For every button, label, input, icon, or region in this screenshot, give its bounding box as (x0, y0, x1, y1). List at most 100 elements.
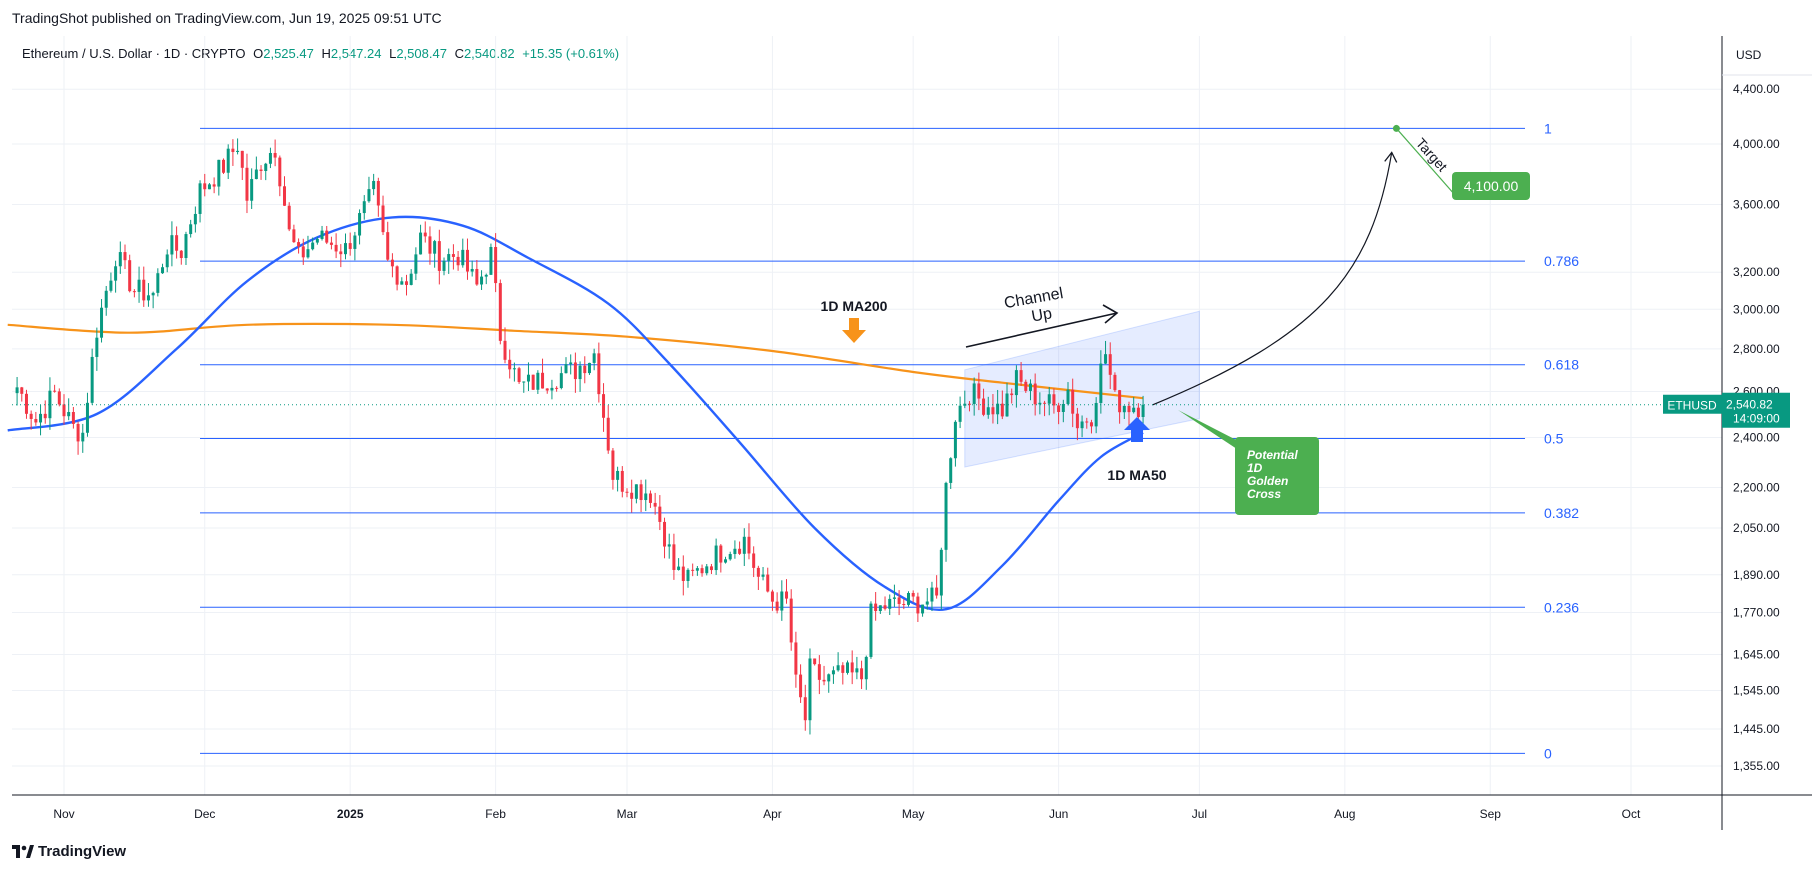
candle-body (709, 566, 713, 571)
published-header: TradingShot published on TradingView.com… (12, 10, 442, 26)
candle-body (878, 605, 882, 612)
candle-body (433, 241, 437, 254)
candle-body (611, 450, 615, 480)
candle-body (803, 697, 807, 721)
candle-body (306, 249, 310, 258)
symbol-title[interactable]: Ethereum / U.S. Dollar · 1D · CRYPTO (22, 46, 246, 61)
candle-body (991, 407, 995, 415)
candle-body (517, 368, 521, 383)
candle-body (386, 232, 390, 260)
candle-body (1061, 403, 1065, 412)
candle-body (226, 148, 230, 173)
candle-body (193, 213, 197, 225)
candle-body (475, 268, 479, 285)
candle-body (104, 290, 108, 308)
time-tick-label: Jun (1049, 807, 1068, 821)
candle-body (311, 242, 315, 250)
tradingview-logo[interactable]: TradingView (12, 843, 126, 860)
candle-body (339, 251, 343, 255)
ma200-label: 1D MA200 (821, 298, 888, 314)
candle-body (902, 604, 906, 606)
candle-body (620, 470, 624, 492)
fibonacci-retracement[interactable]: 1 0.786 0.618 0.5 0.382 0.236 0 (200, 120, 1579, 761)
time-tick-label: 2025 (337, 807, 364, 821)
candle-body (644, 493, 648, 501)
price-tick-label: 3,200.00 (1733, 265, 1780, 279)
candle-body (672, 544, 676, 570)
candle-body (982, 398, 986, 415)
time-tick-label: Mar (617, 807, 638, 821)
candle-body (400, 281, 404, 285)
candle-body (470, 268, 474, 272)
candle-body (175, 235, 179, 251)
candle-body (137, 279, 141, 292)
fib-level-label: 0.382 (1544, 505, 1579, 521)
candle-body (602, 394, 606, 418)
candle-body (883, 605, 887, 609)
candle-body (1000, 403, 1004, 417)
candle-body (231, 148, 235, 152)
candle-body (986, 407, 990, 415)
channel-up-drawing[interactable] (964, 310, 1200, 468)
target-point (1392, 124, 1400, 132)
candle-body (733, 548, 737, 555)
fib-level-label: 0.786 (1544, 253, 1579, 269)
candle-body (653, 502, 657, 507)
candle-body (376, 180, 380, 206)
fib-level-label: 0.5 (1544, 430, 1564, 446)
candle-body (259, 169, 263, 171)
candle-body (343, 243, 347, 255)
candle-body (100, 307, 104, 338)
price-tick-label: 3,600.00 (1733, 198, 1780, 212)
ma200-arrow-icon (842, 318, 866, 343)
candle-body (827, 674, 831, 682)
candle-body (1089, 422, 1093, 427)
candle-body (996, 403, 1000, 415)
candle-body (658, 506, 662, 522)
candle-body (71, 412, 75, 424)
price-tick-label: 2,400.00 (1733, 430, 1780, 444)
fib-level-label: 0 (1544, 745, 1552, 761)
candle-body (1028, 383, 1032, 391)
candle-body (1141, 404, 1145, 418)
ohlc-open: O2,525.47 (253, 46, 314, 61)
golden-cross-text-line: Cross (1247, 487, 1281, 501)
candle-body (146, 295, 150, 301)
candle-body (1043, 402, 1047, 404)
candle-body (1071, 389, 1075, 414)
candle-body (536, 372, 540, 390)
candle-body (48, 390, 52, 419)
candle-body (179, 250, 183, 259)
candle-body (855, 668, 859, 673)
time-axis[interactable]: Nov Dec 2025 Feb Mar Apr May Jun Jul Aug Sep Oct (53, 807, 1641, 821)
price-tick-label: 1,645.00 (1733, 648, 1780, 662)
candle-body (677, 566, 681, 570)
golden-cross-text-line: 1D (1247, 461, 1263, 475)
candle-body (334, 244, 338, 252)
candle-body (53, 390, 57, 392)
candle-body (977, 383, 981, 399)
golden-cross-text-line: Potential (1247, 448, 1298, 462)
ohlc-change: +15.35 (+0.61%) (522, 46, 620, 61)
candle-body (522, 381, 526, 383)
channel-up-fill (964, 310, 1200, 468)
projection-arc (1152, 152, 1393, 406)
candle-body (1033, 383, 1037, 405)
candle-body (1132, 407, 1136, 413)
candle-body (663, 521, 667, 547)
candle-body (616, 470, 620, 480)
target-value-box (1452, 172, 1530, 200)
fib-level-label: 0.618 (1544, 357, 1579, 373)
candle-body (550, 387, 554, 391)
price-axis[interactable]: USD 4,400.00 4,000.00 3,600.00 3,200.00 3,000… (1663, 48, 1812, 773)
channel-arrowhead-icon (1102, 304, 1119, 324)
candle-body (1075, 413, 1079, 429)
candle-body (1057, 405, 1061, 412)
candle-body (1122, 405, 1126, 413)
time-tick-label: Apr (763, 807, 782, 821)
candle-body (57, 391, 61, 405)
price-tick-label: 1,355.00 (1733, 759, 1780, 773)
